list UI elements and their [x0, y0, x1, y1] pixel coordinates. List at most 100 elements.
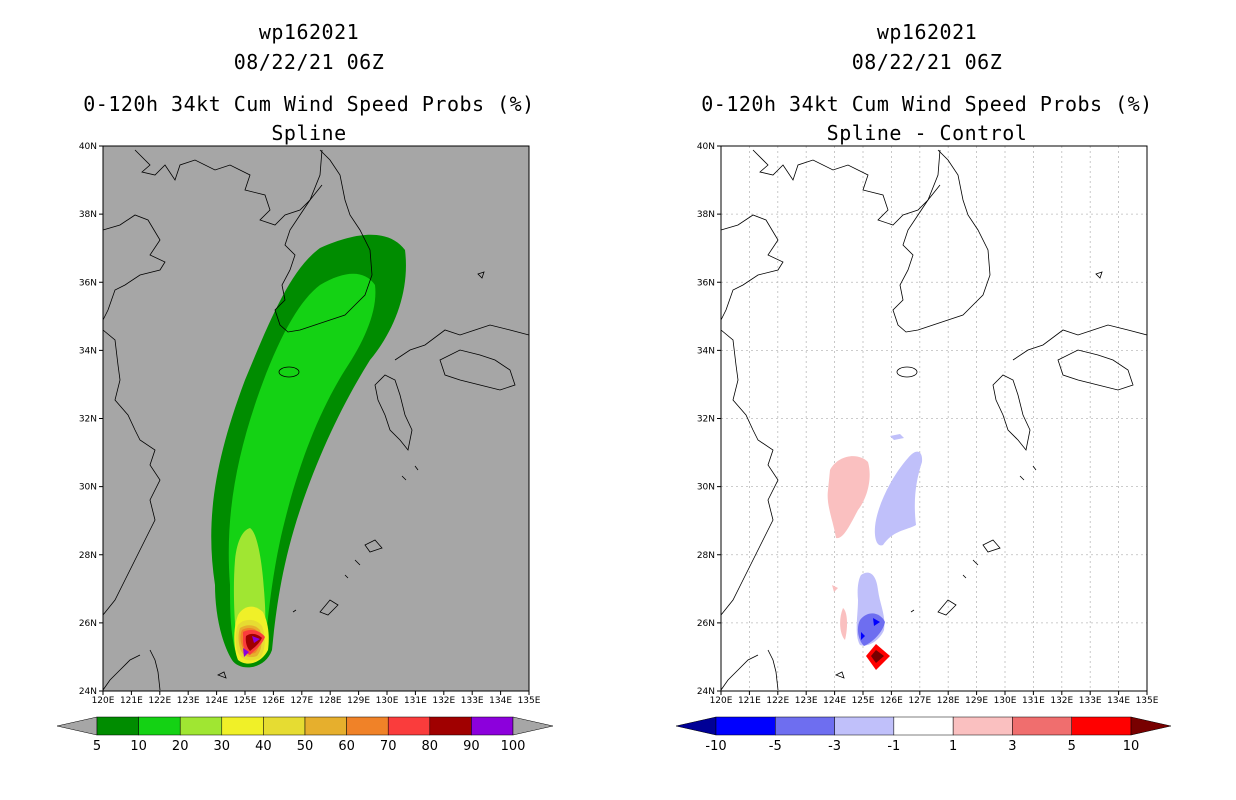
- lon-label: 134E: [489, 696, 512, 706]
- japan-shikoku: [439, 349, 516, 391]
- axis-ticks: 24N 26N 28N 30N 32N 34N 36N 38N 40N 120E 121E 122E 1…: [79, 142, 541, 706]
- lon-label: 125E: [852, 696, 875, 706]
- lat-label: 24N: [79, 687, 97, 697]
- contour-90pct: [243, 636, 260, 657]
- lon-label: 125E: [234, 696, 257, 706]
- lon-label: 122E: [148, 696, 171, 706]
- lat-label: 34N: [79, 346, 97, 356]
- colorbar-label: 50: [297, 739, 314, 754]
- colorbar-label: 80: [422, 739, 439, 754]
- coastlines: [102, 149, 530, 691]
- lon-label: 130E: [994, 696, 1017, 706]
- colorbar-label: 3: [1008, 739, 1016, 754]
- lon-label: 133E: [461, 696, 484, 706]
- colorbar-label: 5: [93, 739, 101, 754]
- lon-label: 129E: [347, 696, 370, 706]
- datetime-title: 08/22/21 06Z: [233, 50, 385, 74]
- colorbar-label: 10: [1123, 739, 1140, 754]
- storm-id-title: wp162021: [258, 20, 360, 44]
- datetime-title: 08/22/21 06Z: [851, 50, 1003, 74]
- lat-label: 30N: [697, 483, 715, 493]
- colorbar-label: 70: [380, 739, 397, 754]
- colorbar-segment: [471, 716, 514, 736]
- lat-label: 38N: [79, 210, 97, 220]
- lat-label: 34N: [697, 346, 715, 356]
- japan-kyushu: [374, 374, 413, 451]
- positive-1-region-north: [827, 456, 870, 539]
- right-map-svg: 24N 26N 28N 30N 32N 34N 36N 38N 40N 120E 121E 122E 1…: [675, 142, 1172, 754]
- jeju-island: [896, 366, 918, 378]
- colorbar-segment: [138, 716, 181, 736]
- colorbar-label: -5: [769, 739, 782, 754]
- negative-1-region-fleck: [890, 434, 904, 440]
- positive-10-region: [871, 650, 884, 663]
- probability-swath: [211, 234, 406, 668]
- colorbar-over-triangle: [512, 716, 554, 736]
- japan-shikoku: [1057, 349, 1134, 391]
- colorbar-segment: [893, 716, 954, 736]
- colorbar-label: 20: [172, 739, 189, 754]
- negative-5-region: [861, 618, 880, 640]
- colorbar-segment: [387, 716, 431, 736]
- colorbar-segment: [179, 716, 223, 736]
- difference-contours: [827, 434, 923, 670]
- japan-honshu: [394, 324, 530, 361]
- lon-label: 135E: [1136, 696, 1159, 706]
- coastlines: [720, 149, 1148, 691]
- lon-label: 126E: [262, 696, 285, 706]
- lon-label: 120E: [710, 696, 733, 706]
- china-coast-north: [752, 149, 941, 226]
- colorbar-label: 60: [338, 739, 355, 754]
- colorbar-label: -3: [828, 739, 841, 754]
- lat-label: 40N: [697, 142, 715, 152]
- colorbar-label: -10: [705, 739, 726, 754]
- lon-label: 132E: [1050, 696, 1073, 706]
- lon-label: 127E: [908, 696, 931, 706]
- china-coast-east: [102, 329, 161, 616]
- storm-id-title: wp162021: [876, 20, 978, 44]
- colorbar-label: 10: [130, 739, 147, 754]
- colorbar-segment: [221, 716, 264, 736]
- lon-label: 131E: [1022, 696, 1045, 706]
- lat-label: 36N: [79, 278, 97, 288]
- taiwan-coast: [102, 649, 161, 691]
- lat-label: 40N: [79, 142, 97, 152]
- lon-label: 124E: [823, 696, 846, 706]
- lat-label: 26N: [79, 619, 97, 629]
- small-islands: [835, 271, 1103, 679]
- colorbar-segment: [1071, 716, 1132, 736]
- subtitle: Spline - Control: [826, 121, 1028, 145]
- negative-1-region-north: [874, 451, 923, 546]
- colorbar-label: 30: [214, 739, 231, 754]
- ryukyu-islands: [910, 539, 1001, 616]
- product-title: 0-120h 34kt Cum Wind Speed Probs (%): [83, 92, 535, 116]
- ryukyu-islands: [292, 539, 383, 616]
- gridlines: [721, 146, 1147, 691]
- china-coast-south: [720, 214, 784, 321]
- lon-label: 120E: [92, 696, 115, 706]
- small-islands: [217, 271, 485, 679]
- lat-label: 30N: [79, 483, 97, 493]
- colorbar-segment: [346, 716, 389, 736]
- colorbar-label: -1: [887, 739, 900, 754]
- lat-label: 32N: [697, 415, 715, 425]
- contour-10pct: [228, 273, 376, 657]
- lon-label: 123E: [795, 696, 818, 706]
- lon-label: 121E: [120, 696, 143, 706]
- china-coast-north: [134, 149, 323, 226]
- lon-label: 131E: [404, 696, 427, 706]
- product-title: 0-120h 34kt Cum Wind Speed Probs (%): [701, 92, 1153, 116]
- lat-label: 28N: [697, 551, 715, 561]
- colorbar-segment: [96, 716, 139, 736]
- lon-label: 129E: [965, 696, 988, 706]
- colorbar: 5 10 20 30 40 50 60 70 80 90 100: [56, 716, 554, 754]
- axis-ticks: 24N 26N 28N 30N 32N 34N 36N 38N 40N 120E 121E 122E 1…: [697, 142, 1159, 706]
- china-coast-south: [102, 214, 166, 321]
- colorbar-label: 90: [463, 739, 480, 754]
- lon-label: 122E: [766, 696, 789, 706]
- lon-label: 121E: [738, 696, 761, 706]
- japan-kyushu: [992, 374, 1031, 451]
- lon-label: 126E: [880, 696, 903, 706]
- colorbar-segment: [1012, 716, 1072, 736]
- colorbar-label: 40: [255, 739, 272, 754]
